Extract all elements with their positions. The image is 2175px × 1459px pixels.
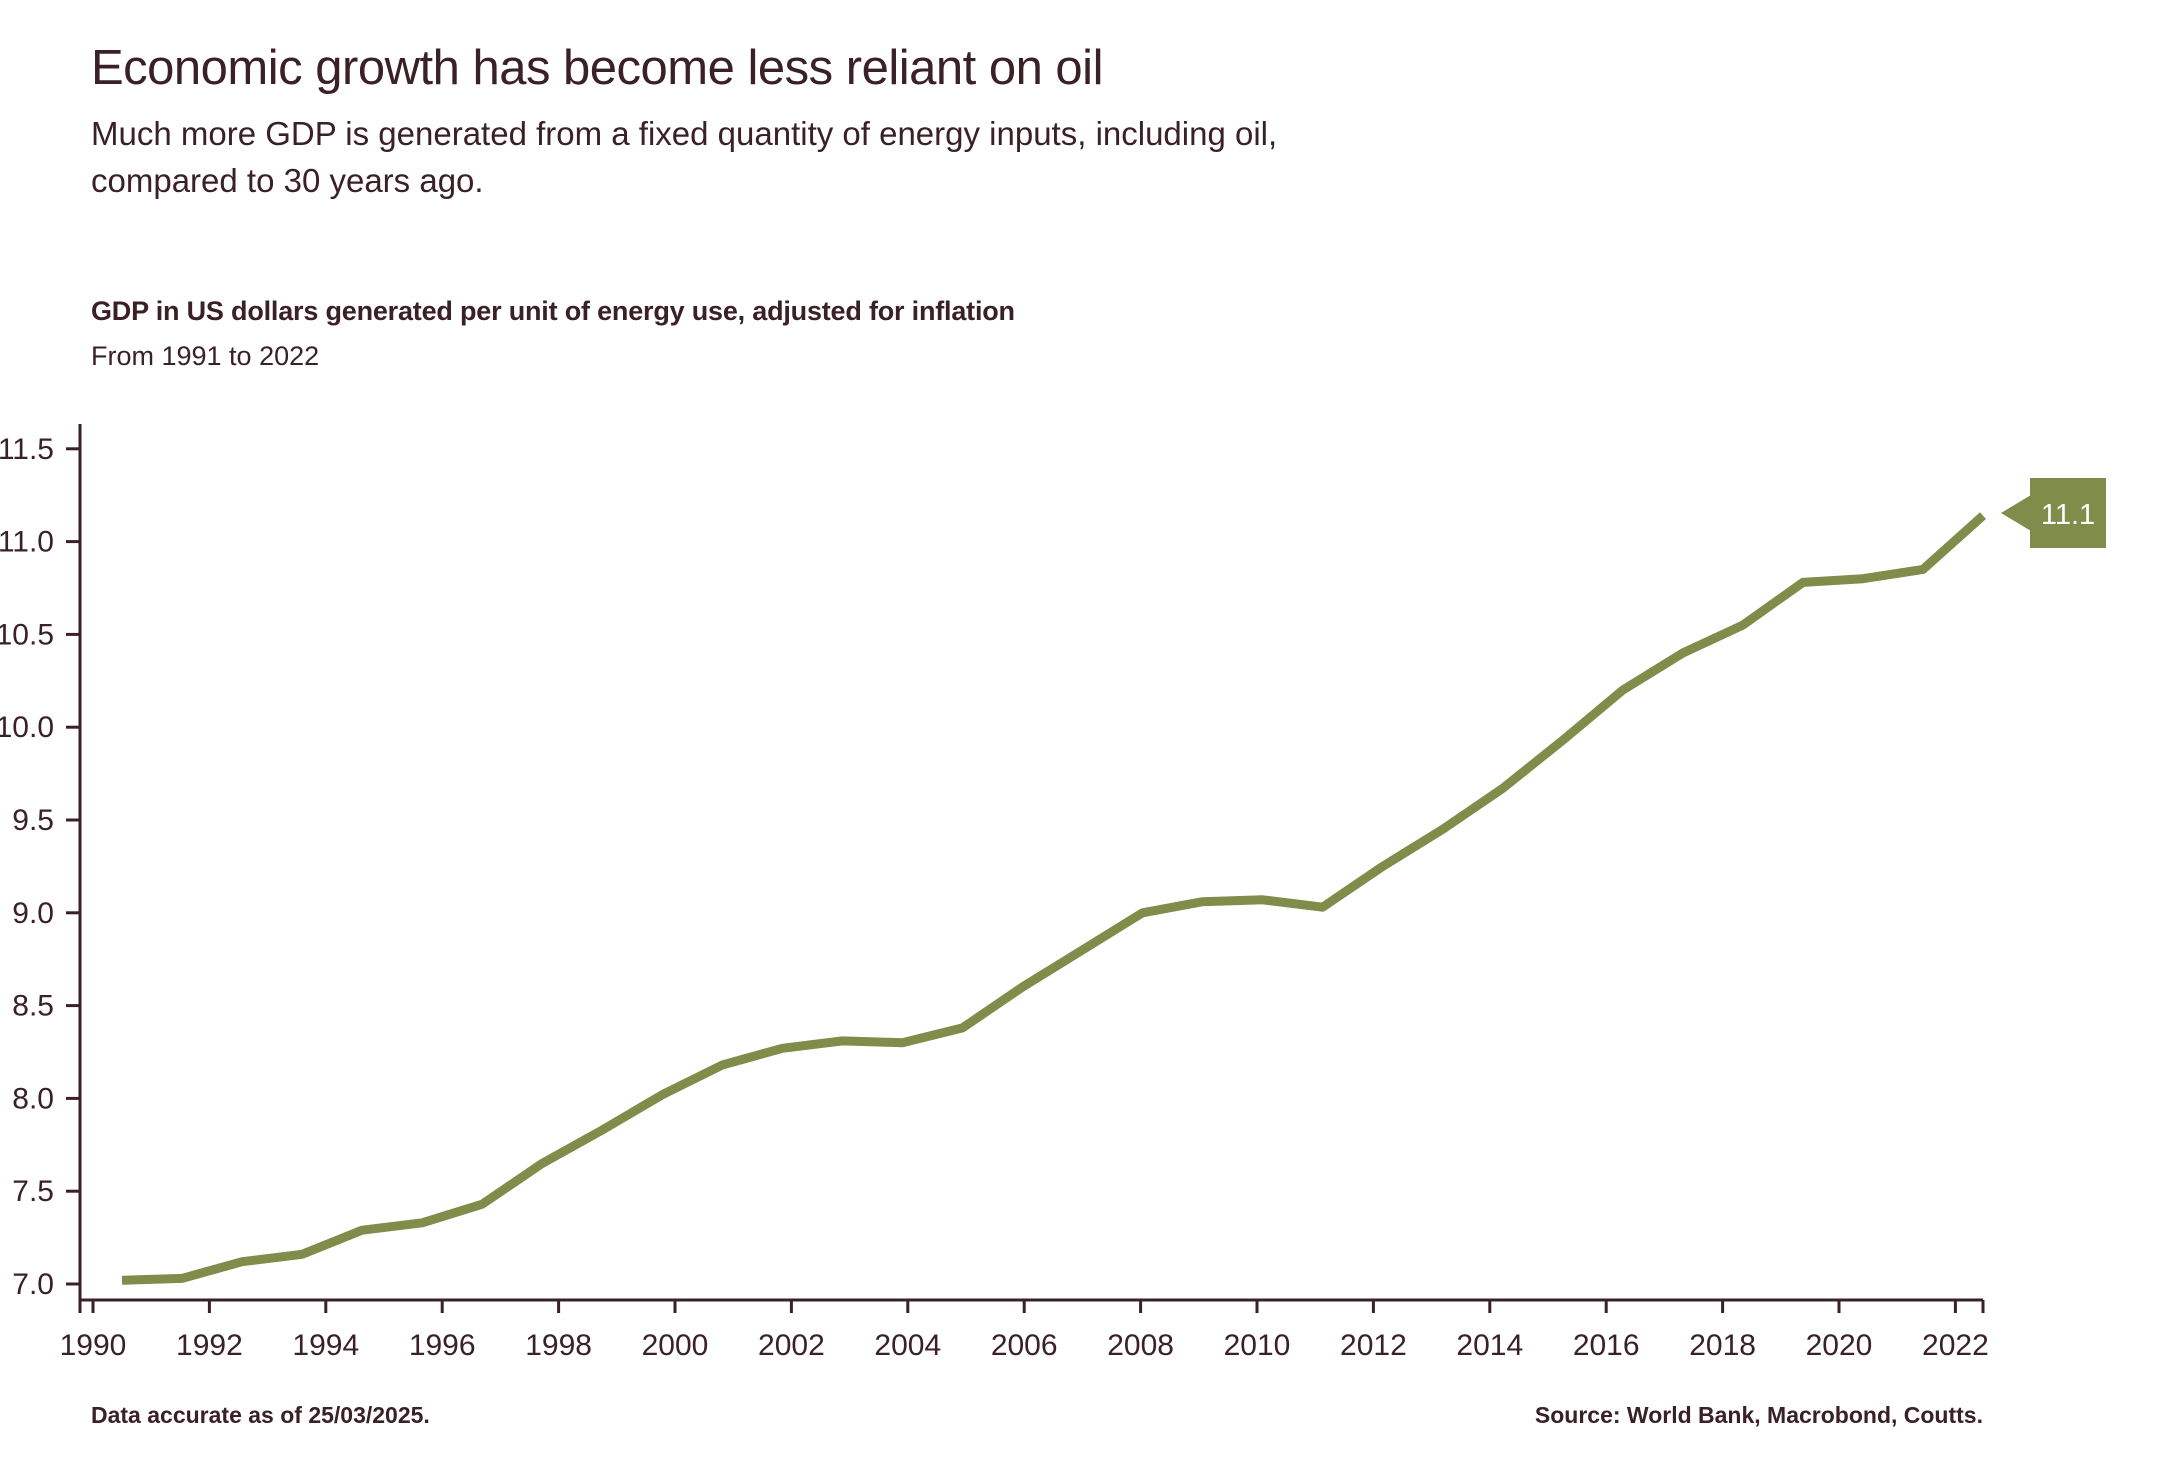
y-tick-label: 7.5 bbox=[12, 1175, 54, 1208]
x-tick-label: 2000 bbox=[642, 1329, 709, 1362]
y-tick-label: 7.0 bbox=[12, 1268, 54, 1301]
x-tick-label: 1996 bbox=[409, 1329, 476, 1362]
page-title: Economic growth has become less reliant … bbox=[91, 41, 1103, 95]
y-tick-label: 11.5 bbox=[0, 433, 54, 466]
y-tick-label: 8.5 bbox=[12, 990, 54, 1023]
gdp-energy-line bbox=[121, 512, 1987, 1285]
x-tick-label: 2002 bbox=[758, 1329, 825, 1362]
x-tick-label: 2006 bbox=[991, 1329, 1058, 1362]
end-value-callout: 11.1 bbox=[2001, 478, 2106, 548]
y-tick-label: 9.5 bbox=[12, 804, 54, 837]
source-note: Source: World Bank, Macrobond, Coutts. bbox=[1534, 1402, 1983, 1428]
y-tick-label: 8.0 bbox=[12, 1082, 54, 1115]
x-tick-label: 2020 bbox=[1806, 1329, 1873, 1362]
x-tick-label: 1998 bbox=[525, 1329, 592, 1362]
page-subtitle: Much more GDP is generated from a fixed … bbox=[91, 110, 1277, 204]
axis-ticks bbox=[66, 447, 1985, 1313]
x-tick-label: 2004 bbox=[874, 1329, 941, 1362]
y-tick-label: 11.0 bbox=[0, 526, 54, 559]
x-tick-label: 2010 bbox=[1224, 1329, 1291, 1362]
x-tick-label: 1994 bbox=[292, 1329, 359, 1362]
data-accuracy-note: Data accurate as of 25/03/2025. bbox=[91, 1402, 430, 1428]
x-tick-label: 2008 bbox=[1107, 1329, 1174, 1362]
x-tick-label: 2022 bbox=[1922, 1329, 1989, 1362]
y-tick-label: 10.5 bbox=[0, 618, 54, 651]
x-tick-label: 1992 bbox=[176, 1329, 243, 1362]
gdp-energy-polyline bbox=[121, 512, 1987, 1285]
callout-box bbox=[2030, 478, 2106, 548]
x-tick-label: 2018 bbox=[1689, 1329, 1756, 1362]
x-tick-label: 2012 bbox=[1340, 1329, 1407, 1362]
axis-tick-labels: 7.0 7.5 8.0 8.5 9.0 9.5 10.0 10.5 11.0 11.5 1990 19… bbox=[0, 433, 1989, 1362]
x-tick-label: 1990 bbox=[60, 1329, 127, 1362]
chart-heading: GDP in US dollars generated per unit of … bbox=[91, 296, 1015, 326]
x-tick-label: 2016 bbox=[1573, 1329, 1640, 1362]
axes bbox=[78, 424, 1983, 1302]
callout-arrow-icon bbox=[2001, 495, 2031, 531]
y-tick-label: 9.0 bbox=[12, 897, 54, 930]
page-subtitle-line1: Much more GDP is generated from a fixed … bbox=[91, 115, 1278, 152]
y-tick-label: 10.0 bbox=[0, 711, 54, 744]
callout-value-label: 11.1 bbox=[2041, 499, 2095, 531]
page-subtitle-line2: compared to 30 years ago. bbox=[91, 162, 484, 199]
x-tick-label: 2014 bbox=[1456, 1329, 1523, 1362]
chart-subheading: From 1991 to 2022 bbox=[91, 341, 320, 371]
